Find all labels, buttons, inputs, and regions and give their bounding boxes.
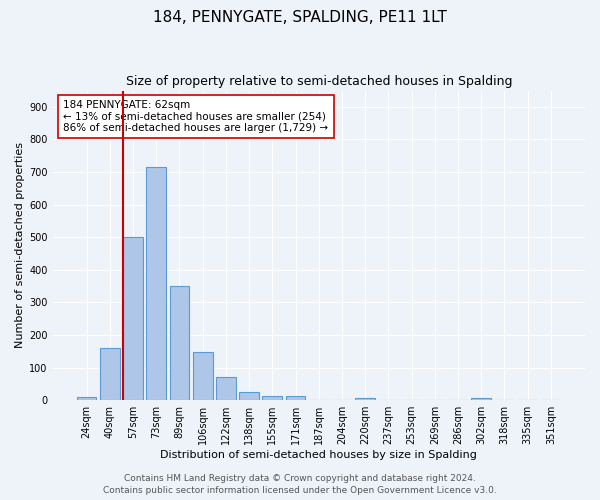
Bar <box>123 237 143 400</box>
Bar <box>286 396 305 400</box>
X-axis label: Distribution of semi-detached houses by size in Spalding: Distribution of semi-detached houses by … <box>160 450 477 460</box>
Bar <box>355 398 375 400</box>
Y-axis label: Number of semi-detached properties: Number of semi-detached properties <box>15 142 25 348</box>
Bar <box>146 167 166 400</box>
Bar <box>216 378 236 400</box>
Text: 184 PENNYGATE: 62sqm
← 13% of semi-detached houses are smaller (254)
86% of semi: 184 PENNYGATE: 62sqm ← 13% of semi-detac… <box>63 100 328 133</box>
Text: Contains HM Land Registry data © Crown copyright and database right 2024.
Contai: Contains HM Land Registry data © Crown c… <box>103 474 497 495</box>
Bar <box>100 348 119 400</box>
Text: 184, PENNYGATE, SPALDING, PE11 1LT: 184, PENNYGATE, SPALDING, PE11 1LT <box>153 10 447 25</box>
Title: Size of property relative to semi-detached houses in Spalding: Size of property relative to semi-detach… <box>125 75 512 88</box>
Bar <box>170 286 190 400</box>
Bar <box>193 352 212 400</box>
Bar <box>239 392 259 400</box>
Bar <box>262 396 282 400</box>
Bar <box>472 398 491 400</box>
Bar <box>77 397 97 400</box>
